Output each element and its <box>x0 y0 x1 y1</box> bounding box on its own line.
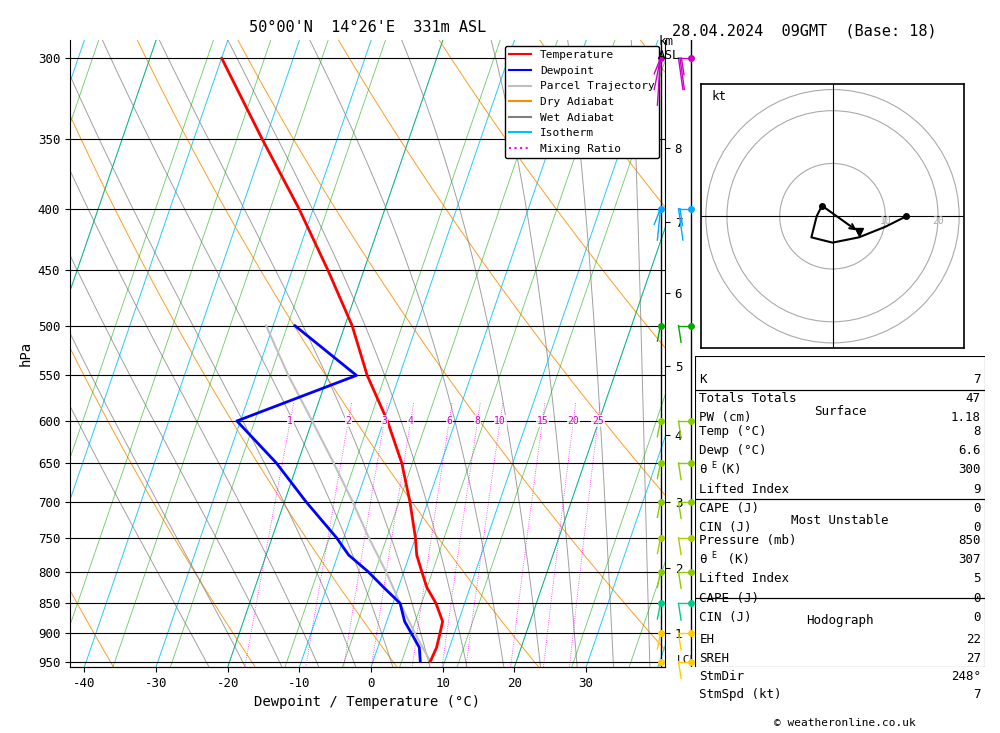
Text: Lifted Index: Lifted Index <box>699 572 789 586</box>
Text: 2: 2 <box>345 416 351 426</box>
Text: E: E <box>711 461 716 470</box>
Text: 0: 0 <box>973 502 981 515</box>
Text: 27: 27 <box>966 652 981 665</box>
Text: 9: 9 <box>973 482 981 496</box>
Text: Totals Totals: Totals Totals <box>699 392 797 405</box>
Text: 10: 10 <box>880 216 892 226</box>
Text: ASL: ASL <box>658 49 680 62</box>
Text: 248°: 248° <box>951 670 981 683</box>
Text: StmDir: StmDir <box>699 670 744 683</box>
Text: 5: 5 <box>973 572 981 586</box>
Text: 4: 4 <box>408 416 414 426</box>
Text: 10: 10 <box>494 416 506 426</box>
Text: SREH: SREH <box>699 652 729 665</box>
Text: CIN (J): CIN (J) <box>699 611 752 624</box>
Text: 0: 0 <box>973 611 981 624</box>
Text: 20: 20 <box>568 416 579 426</box>
Text: Surface: Surface <box>814 405 866 419</box>
Bar <box>695 356 985 390</box>
Text: CIN (J): CIN (J) <box>699 521 752 534</box>
Text: 28.04.2024  09GMT  (Base: 18): 28.04.2024 09GMT (Base: 18) <box>672 23 937 38</box>
Text: 7: 7 <box>973 688 981 701</box>
Text: PW (cm): PW (cm) <box>699 411 752 424</box>
Text: 47: 47 <box>966 392 981 405</box>
Text: 15: 15 <box>537 416 548 426</box>
Text: CAPE (J): CAPE (J) <box>699 592 759 605</box>
Text: θ: θ <box>699 553 707 566</box>
Text: 850: 850 <box>958 534 981 547</box>
Y-axis label: hPa: hPa <box>18 341 32 366</box>
Text: 8: 8 <box>475 416 481 426</box>
Text: 0: 0 <box>973 592 981 605</box>
Text: LCL: LCL <box>677 655 697 666</box>
Text: 7: 7 <box>973 372 981 386</box>
Text: 6.6: 6.6 <box>958 444 981 457</box>
Text: Pressure (mb): Pressure (mb) <box>699 534 797 547</box>
Text: 3: 3 <box>381 416 387 426</box>
Text: CAPE (J): CAPE (J) <box>699 502 759 515</box>
Text: 307: 307 <box>958 553 981 566</box>
Text: km: km <box>658 34 673 48</box>
Text: θ: θ <box>699 463 707 476</box>
Text: 6: 6 <box>446 416 452 426</box>
Text: StmSpd (kt): StmSpd (kt) <box>699 688 782 701</box>
Text: EH: EH <box>699 633 714 647</box>
Text: Dewp (°C): Dewp (°C) <box>699 444 767 457</box>
Text: 1: 1 <box>287 416 293 426</box>
Text: (K): (K) <box>720 553 750 566</box>
Text: (K): (K) <box>720 463 742 476</box>
Text: 300: 300 <box>958 463 981 476</box>
Text: kt: kt <box>711 90 726 103</box>
Text: K: K <box>699 372 707 386</box>
Text: 0: 0 <box>973 521 981 534</box>
X-axis label: Dewpoint / Temperature (°C): Dewpoint / Temperature (°C) <box>254 696 481 710</box>
Text: © weatheronline.co.uk: © weatheronline.co.uk <box>774 718 916 728</box>
Bar <box>695 390 985 498</box>
Bar <box>695 598 985 667</box>
Text: Hodograph: Hodograph <box>806 614 874 627</box>
Text: Lifted Index: Lifted Index <box>699 482 789 496</box>
Title: 50°00'N  14°26'E  331m ASL: 50°00'N 14°26'E 331m ASL <box>249 20 486 35</box>
Text: Temp (°C): Temp (°C) <box>699 424 767 438</box>
Bar <box>695 499 985 598</box>
Text: 25: 25 <box>592 416 604 426</box>
Text: Most Unstable: Most Unstable <box>791 515 889 527</box>
Text: 8: 8 <box>973 424 981 438</box>
Legend: Temperature, Dewpoint, Parcel Trajectory, Dry Adiabat, Wet Adiabat, Isotherm, Mi: Temperature, Dewpoint, Parcel Trajectory… <box>505 46 659 158</box>
Text: 1.18: 1.18 <box>951 411 981 424</box>
Text: 20: 20 <box>933 216 945 226</box>
Text: 22: 22 <box>966 633 981 647</box>
Text: E: E <box>711 550 716 559</box>
